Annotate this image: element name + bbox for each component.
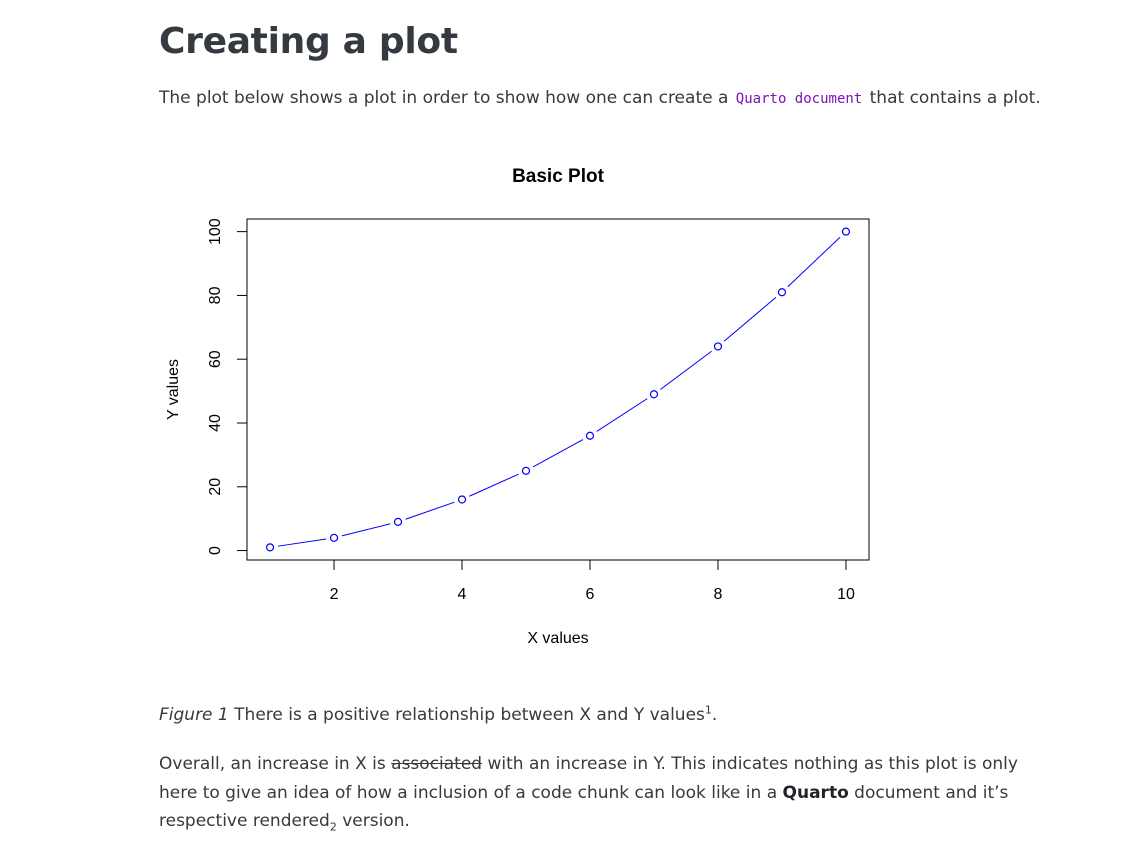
page-title: Creating a plot (159, 21, 458, 62)
data-point (777, 288, 787, 297)
para-text-4: version. (336, 811, 410, 831)
series-line-segment (660, 350, 712, 390)
data-point (457, 495, 467, 504)
data-point (329, 533, 339, 542)
data-point (713, 342, 723, 351)
intro-paragraph: The plot below shows a plot in order to … (159, 86, 1041, 111)
footnote-ref[interactable]: 1 (704, 703, 712, 717)
para-text-1: Overall, an increase in X is (159, 754, 392, 774)
para-text-2: with an increase in Y. This indicates no… (159, 754, 1018, 803)
strikethrough-text: associated (391, 754, 483, 774)
x-tick-label: 4 (458, 586, 467, 603)
series-line-segment (469, 473, 519, 497)
figure-label: Figure 1 (159, 705, 229, 725)
intro-text-after: that contains a plot. (864, 88, 1041, 108)
data-point (585, 431, 595, 440)
y-tick-label: 40 (207, 414, 224, 432)
series-line-segment (405, 501, 455, 520)
bold-text: Quarto (782, 782, 849, 803)
data-point (649, 390, 659, 399)
x-tick-label: 6 (586, 586, 595, 603)
body-paragraph: Overall, an increase in X is associated … (159, 750, 1054, 836)
intro-text-before: The plot below shows a plot in order to … (159, 88, 734, 108)
x-tick-label: 2 (330, 586, 339, 603)
y-tick-label: 60 (207, 350, 224, 368)
series-line-segment (723, 297, 777, 342)
x-tick-label: 10 (837, 586, 855, 603)
y-tick-label: 0 (207, 546, 224, 555)
caption-end: . (711, 705, 718, 725)
data-point (265, 543, 275, 552)
y-tick-label: 100 (207, 218, 224, 245)
subscript-text: 2 (329, 820, 337, 834)
chart-title: Basic Plot (512, 166, 605, 187)
plot-frame (246, 218, 870, 561)
y-tick-label: 80 (207, 286, 224, 304)
inline-code: Quarto document (735, 91, 863, 107)
figure-caption: Figure 1 There is a positive relationshi… (159, 703, 717, 727)
data-point (841, 227, 851, 236)
y-axis-label: Y values (165, 359, 182, 420)
series-line-segment (277, 538, 327, 547)
x-tick-label: 8 (714, 586, 723, 603)
series-line-segment (532, 439, 584, 468)
x-axis-label: X values (527, 630, 588, 647)
series-line-segment (787, 236, 841, 288)
y-tick-label: 20 (207, 478, 224, 496)
data-point (393, 517, 403, 526)
caption-text: There is a positive relationship between… (228, 705, 705, 725)
data-point (521, 466, 531, 475)
series-line-segment (341, 523, 391, 537)
para-text-3: document and it’s respective rendered (159, 782, 1009, 832)
series-line-segment (596, 398, 648, 432)
